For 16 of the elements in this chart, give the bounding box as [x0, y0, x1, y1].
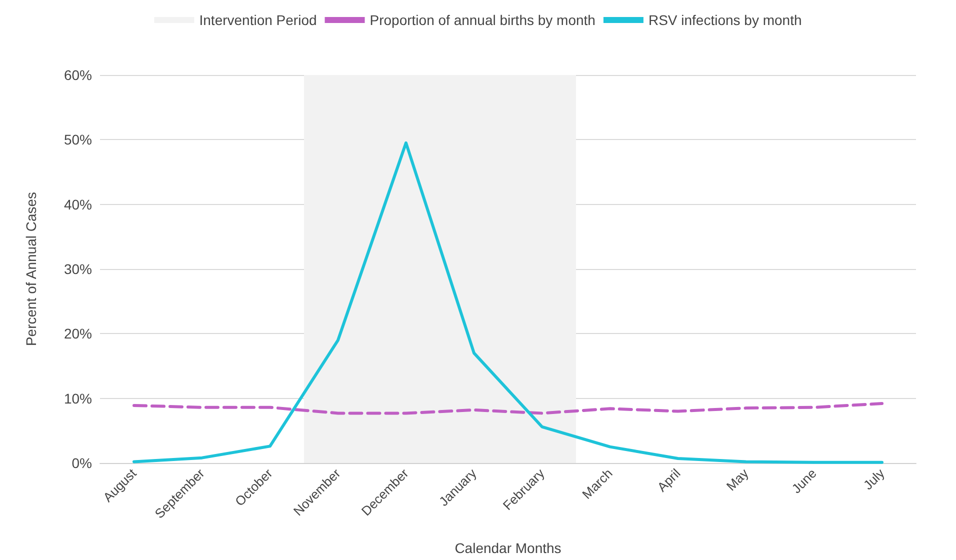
y-tick-label: 50%: [64, 132, 92, 148]
legend-label: RSV infections by month: [648, 12, 802, 28]
y-tick-label: 40%: [64, 196, 92, 212]
y-tick-label: 30%: [64, 261, 92, 277]
y-axis-title: Percent of Annual Cases: [23, 192, 39, 346]
legend-label: Proportion of annual births by month: [370, 12, 596, 28]
line-series: [132, 402, 884, 415]
y-tick-label: 0%: [72, 455, 92, 471]
x-axis-title: Calendar Months: [454, 540, 562, 556]
y-tick-label: 20%: [64, 326, 92, 342]
y-tick-label: 60%: [64, 67, 92, 83]
x-tick-label: May: [723, 465, 752, 494]
x-tick-label: July: [860, 465, 888, 493]
y-tick-label: 10%: [64, 390, 92, 406]
line-series: [132, 141, 884, 464]
legend-label: Intervention Period: [199, 12, 317, 28]
